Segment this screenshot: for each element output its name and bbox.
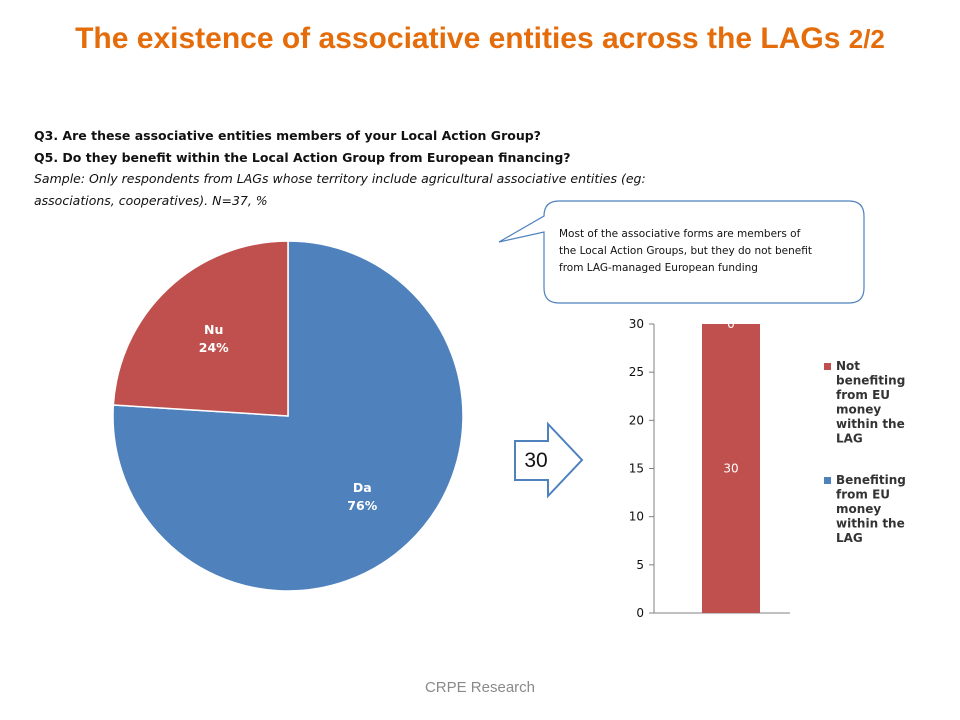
legend-label-1: money [836, 502, 881, 516]
callout-bubble: Most of the associative forms are member… [498, 200, 865, 304]
pie-chart: Da 76% Nu 24% [112, 240, 464, 592]
legend-swatch-1 [824, 477, 831, 484]
bar-y-tick-label: 20 [629, 413, 644, 427]
bar-segment-0 [702, 324, 760, 613]
question-q5: Q5. Do they benefit within the Local Act… [34, 150, 571, 165]
arrow-label: 30 [524, 449, 547, 472]
bar-y-tick-label: 0 [636, 606, 644, 620]
sample-description: Sample: Only respondents from LAGs whose… [34, 168, 794, 212]
callout-line-3: from LAG-managed European funding [559, 262, 758, 274]
legend-label-0: money [836, 403, 881, 417]
bar-y-tick-label: 25 [629, 365, 644, 379]
legend-label-1: from EU [836, 488, 890, 502]
sample-line-2: associations, cooperatives). N=37, % [34, 193, 268, 208]
callout-shape [498, 200, 865, 304]
pie-value-da: 76% [347, 498, 377, 513]
bar-data-label-0: 30 [723, 462, 738, 476]
pie-slice-nu [112, 240, 289, 417]
legend-label-0: from EU [836, 388, 890, 402]
footer-source: CRPE Research [424, 679, 536, 696]
pie-label-da: Da [353, 480, 372, 495]
legend-label-0: within the [836, 417, 905, 431]
legend-label-0: Not [836, 359, 860, 373]
arrow-shape [514, 421, 584, 499]
callout-line-2: the Local Action Groups, but they do not… [559, 245, 812, 257]
page-title-text: The existence of associative entities ac… [75, 22, 841, 55]
legend-label-1: within the [836, 517, 905, 531]
legend-label-0: benefiting [836, 374, 905, 388]
block-arrow: 30 [514, 421, 584, 499]
page-title-part: 2/2 [848, 24, 885, 54]
page-title: The existence of associative entities ac… [0, 22, 960, 56]
bar-y-tick-label: 5 [636, 558, 644, 572]
pie-value-nu: 24% [199, 340, 229, 355]
pie-label-nu: Nu [204, 322, 223, 337]
bar-y-tick-label: 30 [629, 317, 644, 331]
sample-line-1: Sample: Only respondents from LAGs whose… [34, 171, 646, 186]
legend-label-1: LAG [836, 531, 863, 545]
bar-y-tick-label: 10 [629, 510, 644, 524]
question-q3: Q3. Are these associative entities membe… [34, 128, 541, 143]
bar-data-label-1: 0 [727, 317, 735, 331]
legend-label-0: LAG [836, 432, 863, 446]
callout-line-1: Most of the associative forms are member… [559, 228, 801, 240]
bar-y-tick-label: 15 [629, 462, 644, 476]
legend-swatch-0 [824, 363, 831, 370]
legend-label-1: Benefiting [836, 473, 906, 487]
